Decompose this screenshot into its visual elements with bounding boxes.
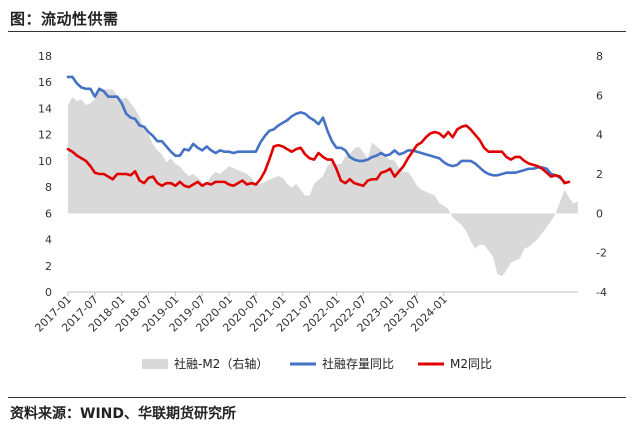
y-right-tick-label: 0: [596, 207, 603, 220]
y-left-tick-label: 10: [38, 155, 52, 168]
y-right-tick-label: 6: [596, 89, 603, 102]
bottom-rule: [8, 397, 626, 398]
source-note: 资料来源：WIND、华联期货研究所: [10, 406, 236, 422]
line-series-shehui-stock-yoy: [66, 75, 566, 184]
legend-item: 社融-M2（右轴）: [142, 356, 268, 371]
y-left-tick-label: 16: [38, 76, 52, 89]
area-series-shehui-m2: [68, 87, 578, 277]
top-rule: [8, 31, 626, 32]
y-left-tick-label: 12: [38, 129, 52, 142]
y-left-tick-label: 4: [45, 234, 52, 247]
y-right-tick-label: 2: [596, 168, 603, 181]
y-left-tick-label: 2: [45, 260, 52, 273]
line-layer: [66, 75, 571, 189]
legend: 社融-M2（右轴） 社融存量同比 M2同比: [142, 356, 492, 371]
legend-swatch-area: [142, 359, 168, 369]
figure-title: 图：流动性供需: [10, 10, 119, 28]
legend-item: M2同比: [418, 357, 492, 371]
y-left-tick-label: 14: [38, 102, 52, 115]
y-left-tick-label: 6: [45, 207, 52, 220]
legend-label: 社融存量同比: [322, 356, 394, 371]
area-layer: [68, 87, 578, 277]
y-right-tick-label: 4: [596, 129, 603, 142]
chart-canvas: 024681012141618-4-2024682017-012017-0720…: [32, 50, 607, 371]
legend-label: M2同比: [450, 357, 492, 371]
y-left-tick-label: 8: [45, 181, 52, 194]
y-right-tick-label: -4: [596, 286, 607, 299]
y-left-tick-label: 18: [38, 50, 52, 63]
y-right-tick-label: -2: [596, 247, 607, 260]
legend-label: 社融-M2（右轴）: [174, 356, 268, 371]
y-right-tick-label: 8: [596, 50, 603, 63]
y-left-tick-label: 0: [45, 286, 52, 299]
legend-item: 社融存量同比: [290, 356, 394, 371]
line-series-m2-yoy: [66, 124, 571, 189]
